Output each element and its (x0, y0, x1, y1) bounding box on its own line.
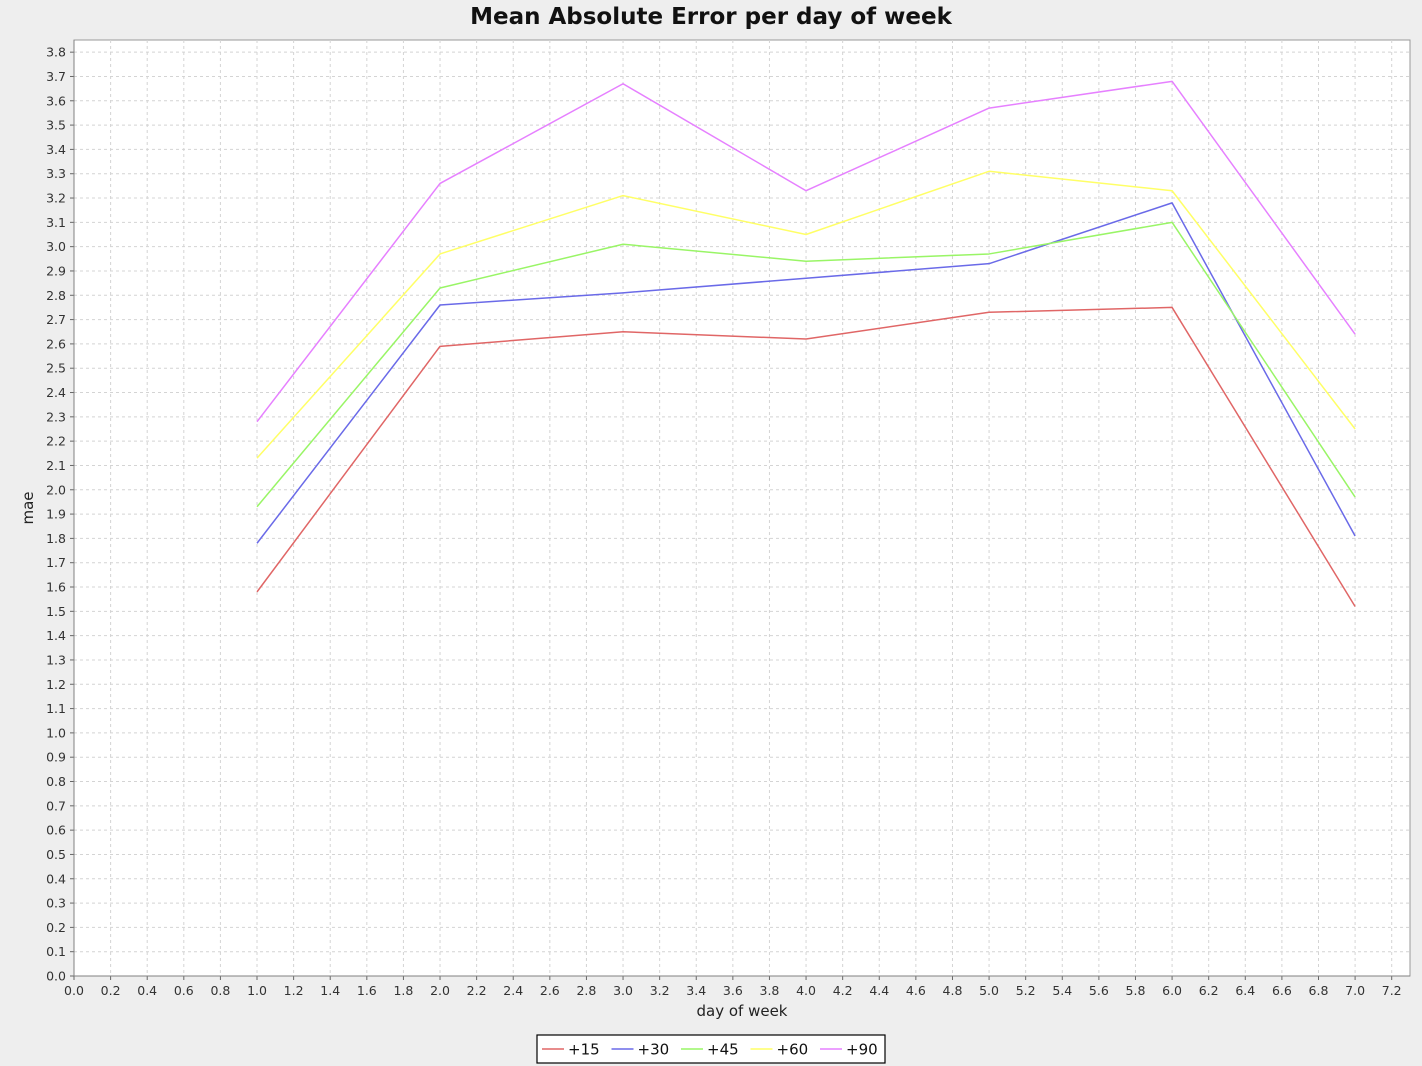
y-tick-label: 1.1 (46, 701, 66, 716)
y-tick-label: 2.2 (46, 434, 66, 449)
legend-label: +15 (568, 1041, 600, 1059)
x-tick-label: 2.2 (467, 983, 487, 998)
x-tick-label: 1.0 (247, 983, 267, 998)
legend: +15 +30 +45 +60 +90 (536, 1034, 886, 1064)
legend-label: +45 (707, 1041, 739, 1059)
x-tick-label: 7.0 (1345, 983, 1365, 998)
x-tick-label: 3.6 (723, 983, 743, 998)
axes: 0.0 0.2 0.4 0.6 0.8 1.0 1.2 1.4 1.6 1.8 2.0 2.2 2.4 2… (46, 40, 1410, 998)
x-tick-label: 1.6 (357, 983, 377, 998)
y-tick-label: 1.3 (46, 652, 66, 667)
legend-label: +30 (638, 1041, 670, 1059)
series-line-plus45 (256, 221, 1356, 508)
x-tick-label: 6.0 (1162, 983, 1182, 998)
y-tick-label: 2.3 (46, 409, 66, 424)
y-tick-label: 1.2 (46, 677, 66, 692)
series-line-plus90 (256, 80, 1356, 423)
x-tick-label: 1.8 (393, 983, 413, 998)
y-axis-title: mae (19, 491, 37, 524)
x-tick-label: 5.2 (1016, 983, 1036, 998)
y-tick-label: 2.4 (46, 385, 66, 400)
y-tick-label: 0.0 (46, 969, 66, 984)
x-tick-label: 6.8 (1309, 983, 1329, 998)
y-tick-label: 1.5 (46, 604, 66, 619)
y-tick-label: 3.4 (46, 142, 66, 157)
x-tick-label: 2.4 (503, 983, 523, 998)
y-tick-label: 3.1 (46, 215, 66, 230)
y-tick-label: 2.1 (46, 458, 66, 473)
y-tick-label: 1.8 (46, 531, 66, 546)
x-tick-label: 2.8 (576, 983, 596, 998)
y-tick-label: 3.2 (46, 191, 66, 206)
y-tick-label: 3.7 (46, 69, 66, 84)
y-tick-label: 0.6 (46, 823, 66, 838)
x-tick-label: 4.8 (943, 983, 963, 998)
x-tick-label: 6.2 (1199, 983, 1219, 998)
y-tick-label: 0.3 (46, 896, 66, 911)
x-tick-label: 0.4 (137, 983, 157, 998)
y-tick-label: 3.3 (46, 166, 66, 181)
x-tick-label: 0.8 (210, 983, 230, 998)
x-tick-label: 2.6 (540, 983, 560, 998)
y-tick-label: 0.8 (46, 774, 66, 789)
series-line-plus60 (256, 170, 1356, 459)
y-tick-label: 3.8 (46, 45, 66, 60)
x-tick-label: 3.8 (760, 983, 780, 998)
grid-lines (73, 40, 1410, 977)
legend-label: +60 (777, 1041, 809, 1059)
y-tick-label: 0.1 (46, 944, 66, 959)
x-tick-label: 5.0 (979, 983, 999, 998)
y-tick-label: 2.5 (46, 361, 66, 376)
x-tick-label: 4.2 (833, 983, 853, 998)
series-lines (256, 80, 1356, 607)
y-tick-label: 0.4 (46, 871, 66, 886)
x-tick-label: 0.2 (101, 983, 121, 998)
y-tick-label: 0.7 (46, 798, 66, 813)
series-line-plus30 (256, 202, 1356, 544)
y-tick-label: 2.0 (46, 482, 66, 497)
y-tick-label: 2.7 (46, 312, 66, 327)
y-tick-label: 3.0 (46, 239, 66, 254)
y-tick-label: 2.9 (46, 263, 66, 278)
y-tick-label: 3.5 (46, 118, 66, 133)
x-tick-label: 6.4 (1235, 983, 1255, 998)
y-tick-label: 0.2 (46, 920, 66, 935)
x-tick-label: 7.2 (1382, 983, 1402, 998)
x-tick-label: 3.4 (686, 983, 706, 998)
y-tick-label: 2.6 (46, 336, 66, 351)
y-tick-label: 1.4 (46, 628, 66, 643)
x-tick-label: 0.6 (174, 983, 194, 998)
x-tick-label: 4.4 (869, 983, 889, 998)
y-tick-label: 3.6 (46, 93, 66, 108)
x-tick-label: 3.2 (650, 983, 670, 998)
x-axis-title: day of week (697, 1002, 788, 1020)
chart-title: Mean Absolute Error per day of week (470, 4, 953, 30)
x-tick-label: 0.0 (64, 983, 84, 998)
y-tick-label: 2.8 (46, 288, 66, 303)
x-tick-label: 5.8 (1126, 983, 1146, 998)
x-tick-label: 6.6 (1272, 983, 1292, 998)
x-tick-label: 3.0 (613, 983, 633, 998)
y-tick-label: 1.7 (46, 555, 66, 570)
y-tick-label: 1.9 (46, 507, 66, 522)
y-tick-label: 1.6 (46, 580, 66, 595)
y-tick-label: 0.9 (46, 750, 66, 765)
plot-area (73, 39, 1411, 977)
x-tick-label: 2.0 (430, 983, 450, 998)
y-tick-label: 0.5 (46, 847, 66, 862)
x-tick-label: 5.6 (1089, 983, 1109, 998)
x-tick-label: 5.4 (1052, 983, 1072, 998)
x-tick-label: 4.0 (796, 983, 816, 998)
x-tick-label: 1.2 (284, 983, 304, 998)
y-tick-label: 1.0 (46, 725, 66, 740)
legend-label: +90 (846, 1041, 878, 1059)
x-tick-label: 1.4 (320, 983, 340, 998)
x-tick-label: 4.6 (906, 983, 926, 998)
series-line-plus15 (256, 306, 1356, 607)
